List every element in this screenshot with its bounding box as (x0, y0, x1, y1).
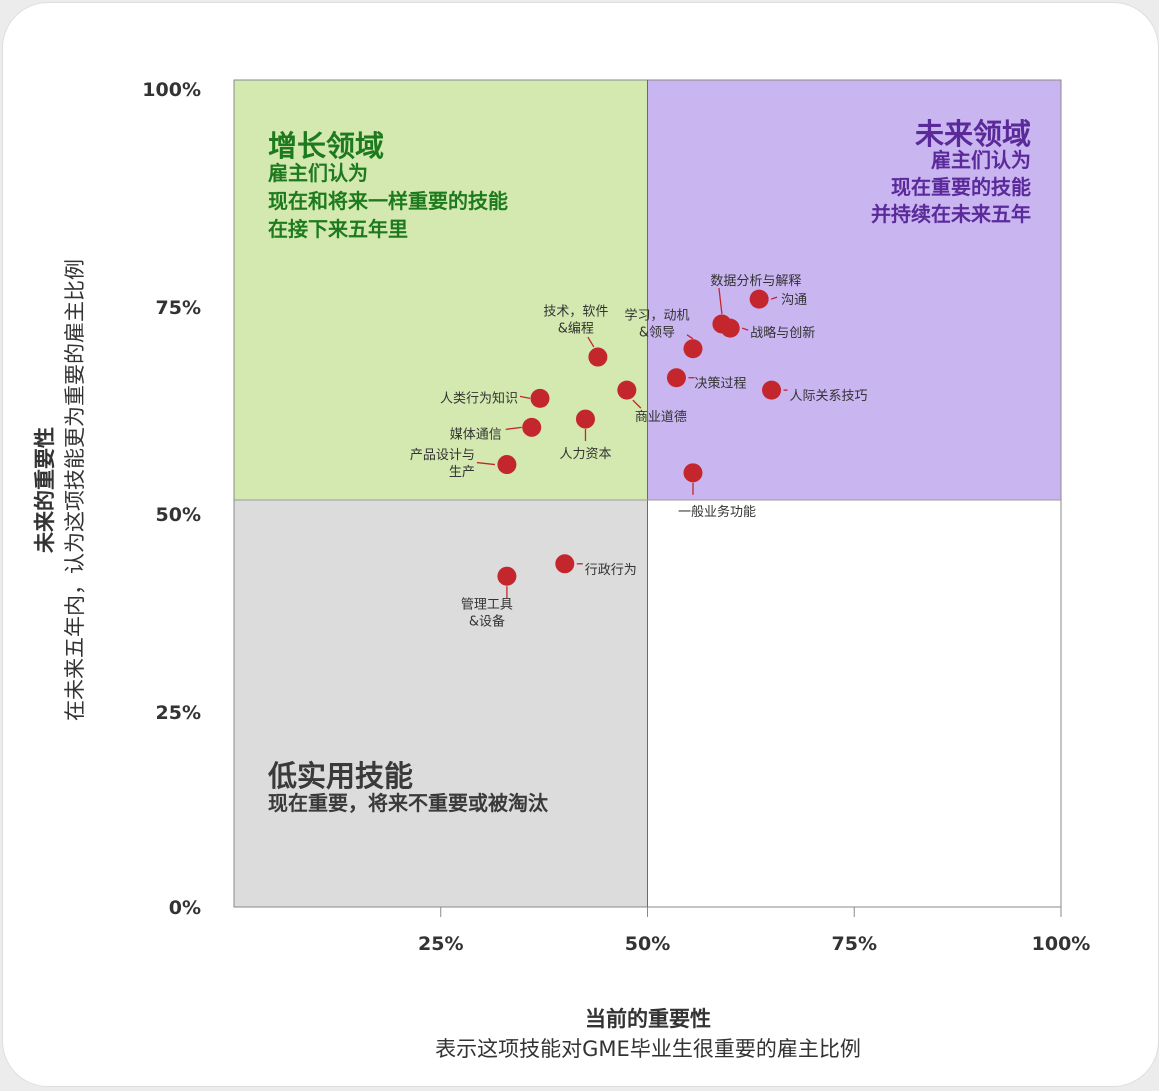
data-point[interactable] (588, 347, 608, 367)
x-axis-subtitle: 表示这项技能对GME毕业生很重要的雇主比例 (435, 1037, 861, 1061)
data-point-group: 技术，软件&编程 (543, 305, 608, 367)
data-point-group: 人际关系技巧 (762, 380, 868, 404)
data-point-label: 管理工具 (461, 598, 513, 613)
data-point-group: 媒体通信 (450, 417, 542, 442)
y-tick-label: 50% (156, 504, 201, 526)
data-point-group: 一般业务功能 (678, 463, 756, 520)
data-point-label: 一般业务功能 (678, 504, 756, 520)
data-point-label: 技术，软件 (543, 305, 608, 320)
data-point-label: &编程 (558, 322, 594, 337)
data-point[interactable] (497, 566, 517, 586)
data-point-label: &领导 (639, 325, 675, 340)
empty-quadrant (647, 500, 1061, 907)
data-point[interactable] (683, 463, 703, 483)
y-tick-label: 75% (156, 297, 201, 319)
low-quadrant-title: 低实用技能 (267, 759, 413, 793)
data-point-label: 战略与创新 (750, 325, 815, 341)
data-point-group: 商业道德 (617, 380, 687, 425)
leader-line (686, 334, 694, 340)
data-point-label: 商业道德 (635, 410, 687, 425)
growth-quadrant-title: 增长领域 (268, 129, 384, 163)
data-point-group: 人类行为知识 (440, 388, 550, 408)
leader-line (476, 461, 495, 466)
x-tick-label: 25% (418, 933, 463, 955)
growth-quadrant (234, 80, 648, 500)
data-point-label: 行政行为 (585, 563, 637, 578)
data-point-label: 人际关系技巧 (790, 389, 868, 404)
data-point-group: 决策过程 (666, 368, 746, 392)
growth-quadrant-desc-line: 雇主们认为 (268, 161, 368, 185)
data-point-group: 沟通 (749, 289, 807, 309)
data-point[interactable] (749, 289, 769, 309)
x-tick-label: 100% (1032, 933, 1091, 955)
future-quadrant-title: 未来领域 (915, 117, 1031, 151)
leader-line (505, 426, 522, 430)
data-point[interactable] (617, 380, 637, 400)
low-quadrant-desc-line: 现在重要，将来不重要或被淘汰 (268, 791, 549, 815)
data-point-group: 管理工具&设备 (461, 566, 517, 630)
data-point[interactable] (522, 417, 542, 437)
data-point[interactable] (530, 388, 550, 408)
data-point-label: 人类行为知识 (440, 390, 518, 406)
leader-line (770, 296, 778, 300)
data-point[interactable] (575, 409, 595, 429)
x-axis-title: 当前的重要性 (585, 1007, 711, 1031)
leader-line (587, 336, 595, 348)
y-tick-label: 100% (142, 79, 201, 101)
data-point-label: 人力资本 (559, 447, 611, 462)
data-point-label: 生产 (449, 465, 475, 480)
leader-line (741, 327, 749, 331)
data-point-group: 人力资本 (559, 409, 611, 462)
leader-line (718, 287, 723, 315)
data-point[interactable] (555, 554, 575, 574)
data-point-label: 学习，动机 (624, 307, 689, 323)
growth-quadrant-desc-line: 现在和将来一样重要的技能 (268, 189, 508, 213)
y-axis-subtitle: 在未来五年内，认为这项技能更为重要的雇主比例 (63, 259, 87, 721)
leader-line (632, 399, 642, 409)
x-tick-label: 75% (832, 933, 877, 955)
x-tick-label: 50% (625, 933, 670, 955)
data-point-label: 数据分析与解释 (710, 274, 801, 289)
data-point[interactable] (497, 455, 517, 475)
data-point-group: 行政行为 (555, 554, 637, 578)
data-point-label: 沟通 (781, 293, 807, 308)
data-point[interactable] (683, 339, 703, 359)
data-point-group: 学习，动机&领导 (624, 307, 703, 359)
data-point-label: 决策过程 (694, 376, 746, 392)
data-point[interactable] (762, 380, 782, 400)
data-point-label: &设备 (469, 614, 505, 630)
data-point-group: 战略与创新 (720, 318, 815, 341)
leader-line (519, 395, 531, 400)
future-quadrant-desc-line: 并持续在未来五年 (871, 202, 1031, 226)
future-quadrant-desc-line: 现在重要的技能 (891, 175, 1031, 199)
y-tick-label: 0% (169, 897, 201, 919)
data-point-label: 产品设计与 (410, 448, 475, 463)
y-axis-title: 未来的重要性 (33, 427, 57, 553)
data-point[interactable] (720, 318, 740, 338)
growth-quadrant-desc-line: 在接下来五年里 (268, 217, 408, 241)
data-point-label: 媒体通信 (450, 427, 502, 442)
low-quadrant (234, 500, 648, 907)
future-quadrant (647, 80, 1061, 500)
data-point[interactable] (666, 368, 686, 388)
future-quadrant-desc-line: 雇主们认为 (931, 148, 1031, 172)
y-tick-label: 25% (156, 702, 201, 724)
